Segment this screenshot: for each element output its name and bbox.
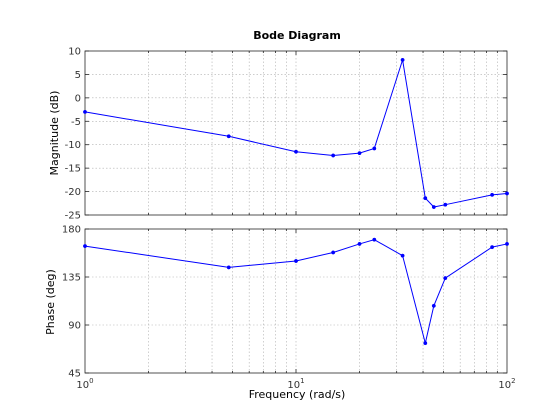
- magnitude-data-point: [357, 151, 362, 156]
- magnitude-data-point: [83, 109, 87, 114]
- x-tick-label: 102: [498, 377, 515, 391]
- phase-data-point: [431, 303, 436, 308]
- phase-data-point: [83, 244, 87, 249]
- phase-series-line: [84, 239, 508, 344]
- phase-axis-label: Phase (deg): [44, 269, 57, 335]
- phase-axes-frame: [84, 228, 508, 374]
- x-tick-label: 100: [76, 377, 93, 391]
- magnitude-series-line: [84, 59, 508, 208]
- phase-data-point: [226, 265, 231, 270]
- phase-y-tick-label: 135: [62, 273, 81, 284]
- magnitude-panel: 10 5 0 -5 -10 -15 -20 -25: [65, 47, 509, 222]
- phase-y-tick-label: 45: [68, 369, 81, 380]
- magnitude-data-point: [423, 196, 428, 201]
- phase-data-point: [400, 253, 405, 258]
- magnitude-y-tick-label: -25: [65, 211, 81, 222]
- magnitude-y-tick-label: -10: [65, 140, 81, 151]
- phase-data-point: [372, 237, 377, 242]
- phase-panel: 180 135 90 45: [62, 225, 509, 380]
- magnitude-data-point: [294, 149, 298, 154]
- magnitude-axis-label: Magnitude (dB): [48, 91, 61, 176]
- magnitude-data-point: [431, 205, 436, 209]
- magnitude-y-tick-label: -5: [71, 117, 81, 128]
- magnitude-axes-frame: [84, 50, 508, 216]
- chart-title: Bode Diagram: [253, 29, 341, 42]
- magnitude-y-tick-label: -15: [65, 164, 81, 175]
- magnitude-y-tick-label: -20: [65, 187, 81, 198]
- x-axis-label: Frequency (rad/s): [249, 388, 346, 401]
- phase-data-point: [357, 241, 362, 246]
- magnitude-data-point: [490, 192, 495, 197]
- magnitude-data-point: [400, 57, 405, 62]
- phase-data-point: [490, 245, 495, 250]
- phase-data-point: [294, 259, 298, 263]
- magnitude-data-point: [372, 146, 377, 151]
- phase-data-point: [423, 341, 428, 346]
- magnitude-data-point: [226, 134, 231, 139]
- magnitude-data-point: [505, 191, 509, 196]
- x-tick-label: 101: [287, 377, 304, 391]
- phase-data-point: [505, 241, 509, 246]
- phase-data-point: [443, 276, 448, 281]
- magnitude-y-tick-label: 0: [75, 93, 81, 104]
- magnitude-data-point: [331, 153, 336, 158]
- magnitude-data-point: [443, 202, 448, 207]
- magnitude-y-tick-label: 5: [75, 70, 81, 81]
- x-axis-ticks: 100 101 102: [76, 377, 515, 391]
- phase-data-point: [331, 250, 336, 255]
- magnitude-y-tick-label: 10: [68, 47, 81, 58]
- phase-y-tick-label: 90: [68, 321, 81, 332]
- phase-y-tick-label: 180: [62, 225, 81, 236]
